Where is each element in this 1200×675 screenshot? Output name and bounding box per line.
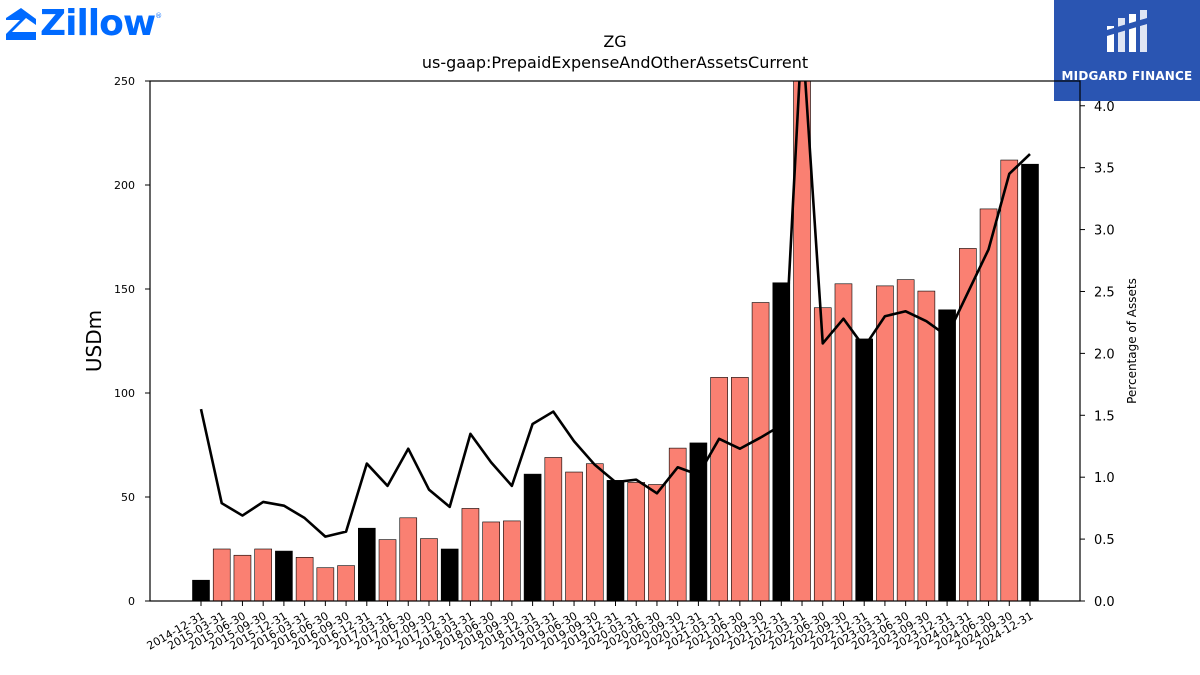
bar	[337, 565, 355, 601]
bar	[979, 208, 998, 601]
y2-tick-label: 3.0	[1094, 224, 1115, 239]
midgard-finance-logo: MIDGARD FINANCE	[1054, 0, 1200, 101]
bar	[503, 520, 521, 601]
y-tick-label: 100	[114, 387, 135, 400]
midgard-monogram-icon	[1107, 10, 1147, 52]
bar	[813, 307, 832, 601]
chart-title: ZG	[603, 32, 627, 51]
bar	[751, 302, 770, 601]
y2-tick-label: 2.5	[1094, 285, 1115, 300]
bar	[648, 484, 666, 601]
bar	[668, 447, 687, 601]
bar	[399, 517, 418, 601]
bar	[316, 567, 335, 601]
bar	[233, 554, 252, 601]
zillow-house-icon	[6, 8, 36, 40]
y2-tick-label: 4.0	[1094, 100, 1115, 115]
bar	[254, 548, 272, 601]
midgard-wordmark: MIDGARD FINANCE	[1061, 69, 1193, 83]
y-tick-label: 150	[114, 283, 135, 296]
chart-subtitle: us-gaap:PrepaidExpenseAndOtherAssetsCurr…	[421, 53, 809, 72]
percent-of-assets-line	[199, 81, 1031, 538]
bar	[959, 248, 977, 601]
bar	[585, 463, 604, 601]
bar	[212, 548, 231, 601]
bar	[627, 482, 646, 601]
bar	[896, 279, 915, 601]
bar	[834, 283, 853, 601]
bar	[1021, 163, 1039, 601]
bar	[378, 539, 397, 601]
bar	[523, 473, 542, 601]
y2-tick-label: 3.5	[1094, 162, 1115, 177]
bar	[876, 285, 894, 601]
y2-tick-label: 1.0	[1094, 471, 1115, 486]
bar	[440, 548, 459, 601]
bar	[689, 442, 708, 601]
bar	[917, 290, 936, 601]
bar	[420, 538, 438, 601]
bar	[358, 527, 376, 601]
zillow-logo: Zillow ®	[4, 4, 162, 44]
bar	[731, 377, 749, 601]
y2-tick-label: 0.5	[1094, 533, 1115, 548]
y2-axis-label: Percentage of Assets	[1125, 278, 1139, 404]
zillow-wordmark: Zillow	[40, 3, 156, 44]
bar	[606, 480, 625, 601]
bar	[793, 81, 811, 601]
y2-tick-label: 2.0	[1094, 347, 1115, 362]
y-tick-label: 50	[121, 491, 135, 504]
bar	[461, 508, 480, 601]
bar	[855, 338, 873, 601]
y-tick-label: 250	[114, 75, 135, 88]
bar	[295, 557, 314, 601]
bar	[938, 309, 956, 601]
y2-tick-label: 0.0	[1094, 595, 1115, 610]
y-tick-label: 0	[128, 595, 135, 608]
bar	[482, 521, 500, 601]
bar	[1000, 159, 1019, 601]
bar	[275, 550, 293, 601]
bar	[565, 471, 583, 601]
y-axis-label: USDm	[82, 310, 106, 372]
bar	[192, 579, 210, 601]
y2-tick-label: 1.5	[1094, 409, 1115, 424]
y-tick-label: 200	[114, 179, 135, 192]
registered-mark: ®	[155, 12, 163, 20]
bar	[544, 457, 563, 601]
bar	[710, 377, 728, 601]
